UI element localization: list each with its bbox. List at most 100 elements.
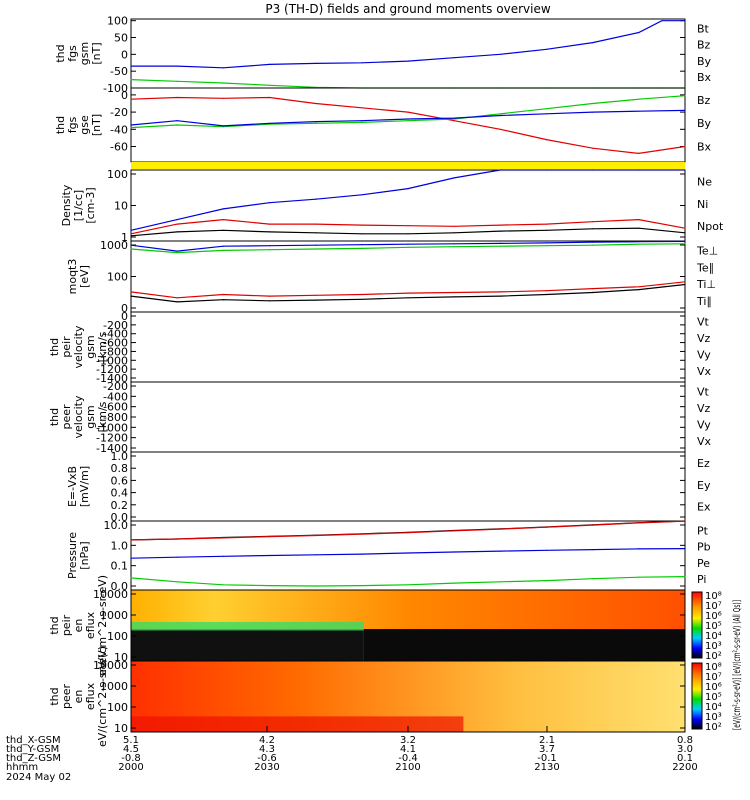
- legend-entry: Pb: [697, 541, 711, 554]
- data-point-Ne: [268, 223, 271, 225]
- legend-entry: Ni: [697, 198, 708, 211]
- x-axis-value: 4.2: [259, 735, 275, 746]
- data-point-Bx: [176, 120, 178, 122]
- data-point-By: [268, 84, 271, 86]
- data-point-Ti∥: [222, 249, 224, 251]
- data-point-Bx: [176, 65, 178, 67]
- data-point-Ti⊥: [315, 244, 317, 246]
- x-axis-value: 3.7: [539, 744, 555, 755]
- y-tick-label: -1400: [96, 372, 128, 385]
- data-point-Pi: [545, 549, 548, 551]
- y-axis-label: Pressure[nPa]: [66, 532, 91, 579]
- data-point-Ni: [499, 230, 501, 232]
- x-axis-value: 2100: [395, 762, 420, 773]
- data-point-Te⊥: [130, 291, 132, 293]
- y-tick-label: 10000: [93, 659, 128, 672]
- x-axis-value: 0.1: [677, 753, 693, 764]
- y-axis-label: thdpeervelocitygsm[km/s: [48, 395, 109, 438]
- data-point-Ni: [407, 233, 409, 235]
- data-point-Pe: [361, 585, 363, 587]
- data-point-Npot: [545, 169, 548, 171]
- colorbar-tick-label: 10⁵: [705, 621, 722, 632]
- colorbar-tick-label: 10³: [705, 712, 722, 723]
- data-point-Ni: [545, 229, 548, 231]
- y-axis-label: thdpeirvelocitygsm[km/s: [48, 325, 109, 368]
- data-point-Pb: [130, 539, 132, 541]
- data-point-Pe: [592, 578, 594, 580]
- data-point-Npot: [407, 188, 409, 190]
- x-axis-row-label: thd_Z-GSM: [6, 753, 61, 764]
- data-point-Bz: [684, 145, 686, 148]
- data-point-Pb: [453, 530, 455, 532]
- panel-peir_spectrogram: 10000 1000 100 10 thdpeirenefluxeV/(cm^2-s-s…: [48, 575, 686, 676]
- y-tick-label: 10: [114, 722, 128, 735]
- legend-entry: Vz: [697, 402, 711, 415]
- data-point-Ne: [638, 219, 640, 221]
- data-point-Ti∥: [499, 245, 501, 247]
- y-tick-label: 0.0: [111, 511, 129, 524]
- heatmap-low-count-region: [131, 629, 364, 661]
- data-point-Bz: [407, 111, 409, 113]
- data-point-Te⊥: [453, 291, 455, 294]
- data-point-Pe: [268, 585, 271, 587]
- data-point-Bz: [499, 128, 501, 130]
- x-axis-row-label: thd_Y-GSM: [6, 744, 59, 755]
- data-point-Pb: [592, 524, 594, 526]
- data-point-Bx: [222, 67, 224, 69]
- legend-entry: Vx: [697, 435, 712, 448]
- y-tick-label: -1200: [96, 432, 128, 445]
- data-point-Te⊥: [592, 288, 594, 290]
- legend-entry: Vy: [697, 349, 711, 362]
- data-point-Bx: [315, 62, 317, 64]
- x-axis-row-label: thd_X-GSM: [6, 735, 61, 746]
- colorbar-tick-label: 10⁶: [705, 611, 722, 622]
- data-point-Npot: [499, 169, 501, 171]
- x-axis-value: 4.5: [123, 744, 139, 755]
- data-point-Npot: [453, 177, 455, 179]
- x-axis-value: 0.8: [677, 735, 693, 746]
- y-tick-label: 50: [114, 32, 128, 45]
- series-line-Bx: [131, 20, 685, 69]
- data-point-Ni: [130, 235, 132, 237]
- legend-entry: By: [697, 55, 712, 68]
- legend-entry: Bt: [697, 22, 710, 35]
- panel-fgs_gsm: 100 50 0 -50 -100 thdfgsgsm[nT]: [54, 15, 686, 95]
- y-tick-label: 1000: [100, 609, 128, 622]
- x-axis-value: 4.1: [400, 744, 416, 755]
- y-tick-label: -400: [103, 390, 128, 403]
- data-point-Te∥: [315, 299, 317, 301]
- data-point-Ne: [453, 225, 455, 227]
- data-point-By: [592, 102, 594, 105]
- data-point-Te∥: [176, 301, 178, 303]
- data-point-By: [315, 122, 317, 124]
- data-point-Bx: [499, 53, 501, 55]
- y-tick-label: 0.4: [111, 487, 129, 500]
- data-point-Bx: [684, 109, 686, 111]
- data-point-Bz: [545, 139, 548, 141]
- legend-entry: Ne: [697, 175, 712, 188]
- data-point-Pe: [407, 584, 409, 586]
- data-point-By: [361, 121, 363, 123]
- legend-entry: Bx: [697, 140, 712, 153]
- y-axis-label: thdfgsgsm[nT]: [54, 42, 103, 65]
- data-point-Bx: [545, 113, 548, 115]
- y-tick-label: 10.0: [104, 519, 129, 532]
- data-point-Ni: [592, 228, 594, 230]
- legend-entry: Ey: [697, 479, 711, 492]
- y-tick-label: 1.0: [111, 539, 129, 552]
- data-point-By: [638, 98, 640, 100]
- data-point-Npot: [315, 198, 317, 200]
- data-point-Ti∥: [592, 244, 594, 246]
- legend-entry: Bx: [697, 71, 712, 84]
- colorbar-top: [691, 591, 703, 659]
- data-point-Ne: [222, 219, 224, 221]
- data-point-Ne: [407, 225, 409, 227]
- data-point-Bx: [592, 42, 594, 44]
- y-tick-label: -800: [103, 411, 128, 424]
- data-point-Te⊥: [315, 294, 317, 296]
- x-axis-value: -0.6: [257, 753, 277, 764]
- data-point-Ti∥: [545, 245, 548, 247]
- x-axis-value: 3.2: [400, 735, 416, 746]
- data-point-Bx: [453, 117, 455, 119]
- panel-fgs_gse: 0 -20 -40 -60 thdfgsgse[nT]: [54, 87, 686, 163]
